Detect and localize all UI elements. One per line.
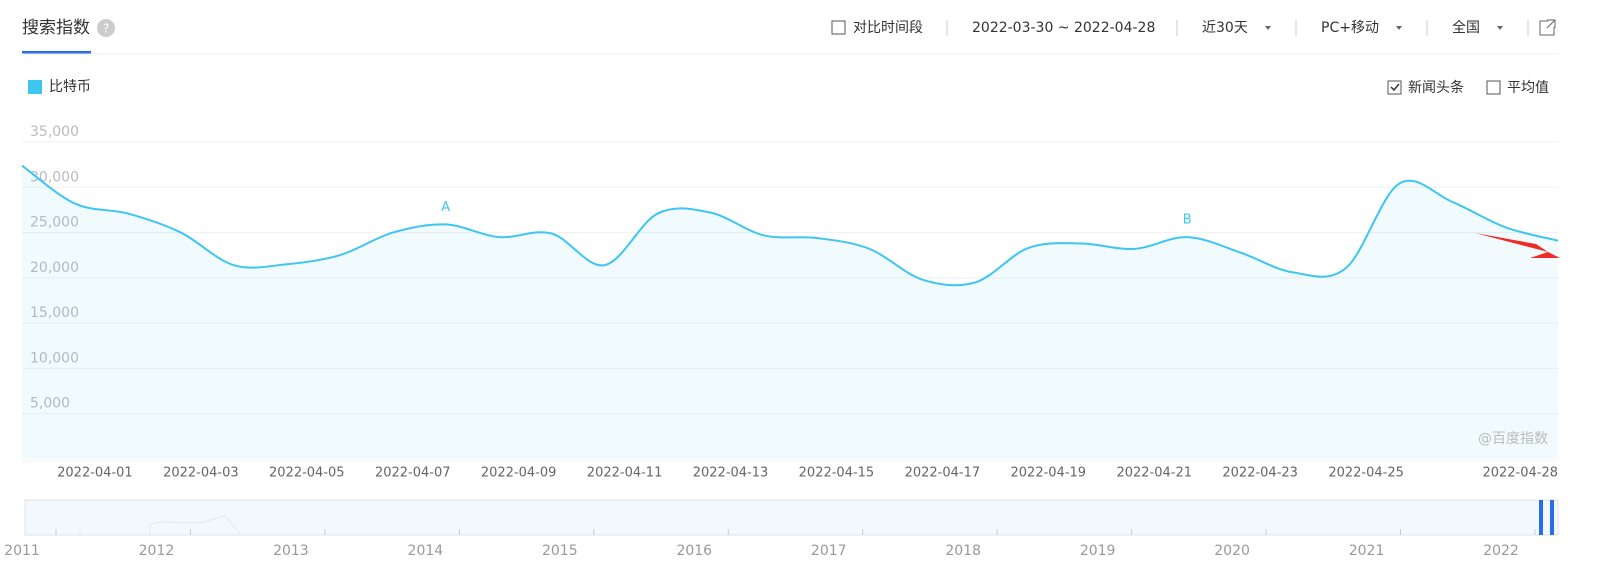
check-mark: [1390, 83, 1400, 92]
x-tick-label: 2022-04-11: [587, 466, 663, 481]
help-icon[interactable]: [97, 19, 115, 37]
year-label: 2021: [1349, 543, 1385, 559]
region-select[interactable]: 全国: [1452, 19, 1480, 36]
red-arrow: [1475, 233, 1560, 258]
y-tick-label: 25,000: [30, 215, 79, 231]
annotation: A: [441, 200, 450, 215]
y-tick-label: 10,000: [30, 350, 79, 366]
navigator[interactable]: [24, 499, 1559, 536]
line: [21, 164, 1559, 287]
x-tick-label: 2022-04-15: [799, 466, 875, 481]
caret: [1497, 26, 1503, 30]
period-select[interactable]: 近30天: [1202, 20, 1248, 36]
device-select[interactable]: PC+移动: [1321, 20, 1379, 36]
year-label: 2013: [273, 543, 309, 559]
compare-label[interactable]: 对比时间段: [853, 20, 923, 36]
x-tick-label: 2022-04-19: [1011, 466, 1087, 481]
x-tick-label: 2022-04-25: [1328, 466, 1404, 481]
news-label[interactable]: 新闻头条: [1408, 79, 1464, 96]
legend-label[interactable]: 比特币: [49, 79, 91, 95]
x-tick-label: 2022-04-05: [269, 466, 345, 481]
year-label: 2016: [676, 543, 712, 559]
caret: [1265, 26, 1271, 30]
help-mark: ?: [103, 22, 109, 36]
average-label[interactable]: 平均值: [1507, 80, 1549, 96]
watermark: @百度指数: [1478, 431, 1548, 447]
x-tick-label: 2022-04-28: [1482, 466, 1558, 481]
x-tick-label: 2022-04-09: [481, 466, 557, 481]
y-tick-label: 35,000: [30, 124, 79, 140]
legend-swatch[interactable]: [28, 80, 42, 94]
year-label: 2017: [811, 543, 847, 559]
year-label: 2014: [408, 543, 444, 559]
area: [22, 165, 1558, 459]
navigator-sparkline: [79, 515, 241, 535]
year-label: 2015: [542, 543, 578, 559]
x-tick-label: 2022-04-03: [163, 466, 239, 481]
x-tick-label: 2022-04-13: [693, 466, 769, 481]
x-tick-label: 2022-04-17: [905, 466, 981, 481]
brush-handle[interactable]: [1550, 500, 1554, 535]
x-tick-label: 2022-04-23: [1222, 466, 1298, 481]
caret: [1396, 26, 1402, 30]
checkbox[interactable]: [831, 20, 846, 35]
tab-underline: [22, 51, 91, 54]
tab-title[interactable]: 搜索指数: [22, 18, 90, 38]
x-tick-label: 2022-04-01: [57, 466, 133, 481]
year-label: 2012: [139, 543, 175, 559]
year-label: 2022: [1483, 543, 1519, 559]
year-label: 2019: [1080, 543, 1116, 559]
year-label: 2018: [945, 543, 981, 559]
date-range[interactable]: 2022-03-30 ~ 2022-04-28: [972, 20, 1155, 36]
y-tick-label: 15,000: [30, 305, 79, 321]
share-icon[interactable]: [1539, 19, 1556, 36]
y-tick-label: 20,000: [30, 260, 79, 276]
checkbox[interactable]: [1387, 80, 1402, 95]
y-tick-label: 5,000: [30, 396, 70, 412]
annotation: B: [1183, 213, 1192, 228]
checkbox[interactable]: [1486, 80, 1501, 95]
brush-handle[interactable]: [1539, 500, 1543, 535]
x-tick-label: 2022-04-21: [1116, 466, 1192, 481]
x-tick-label: 2022-04-07: [375, 466, 451, 481]
year-label: 2020: [1214, 543, 1250, 559]
year-label: 2011: [4, 543, 40, 559]
